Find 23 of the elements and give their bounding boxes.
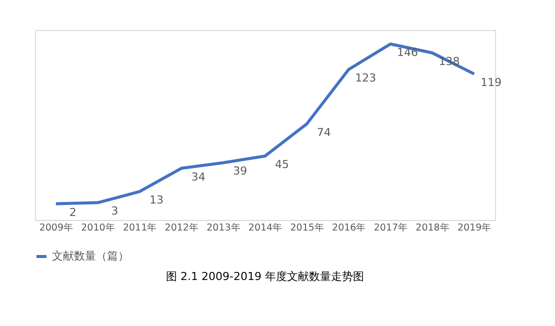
x-tick-label: 2012年 [164,222,199,234]
data-label: 39 [233,164,248,178]
data-label: 119 [480,76,502,89]
data-label: 13 [150,194,164,207]
x-tick-label: 2018年 [416,222,450,234]
data-label: 34 [191,170,206,184]
x-tick-label: 2019年 [457,222,492,234]
data-label: 123 [355,72,376,85]
caption: 图 2.1 2009-2019 年度文献数量走势图 [166,270,364,283]
x-tick-label: 2015年 [290,222,324,234]
data-label: 45 [275,158,289,172]
legend-label: 文献数量（篇） [52,250,129,262]
data-label: 146 [396,46,418,59]
x-tick-label: 2011年 [122,222,158,234]
x-tick-label: 2009年 [39,222,74,234]
x-tick-label: 2016年 [332,222,366,234]
data-label: 3 [111,204,118,218]
x-tick-label: 2013年 [206,222,241,234]
x-tick-label: 2014年 [248,222,283,234]
data-label: 74 [316,126,331,139]
x-tick-label: 2010年 [81,222,116,234]
x-tick-label: 2017年 [374,222,408,234]
data-label: 2 [69,206,76,219]
